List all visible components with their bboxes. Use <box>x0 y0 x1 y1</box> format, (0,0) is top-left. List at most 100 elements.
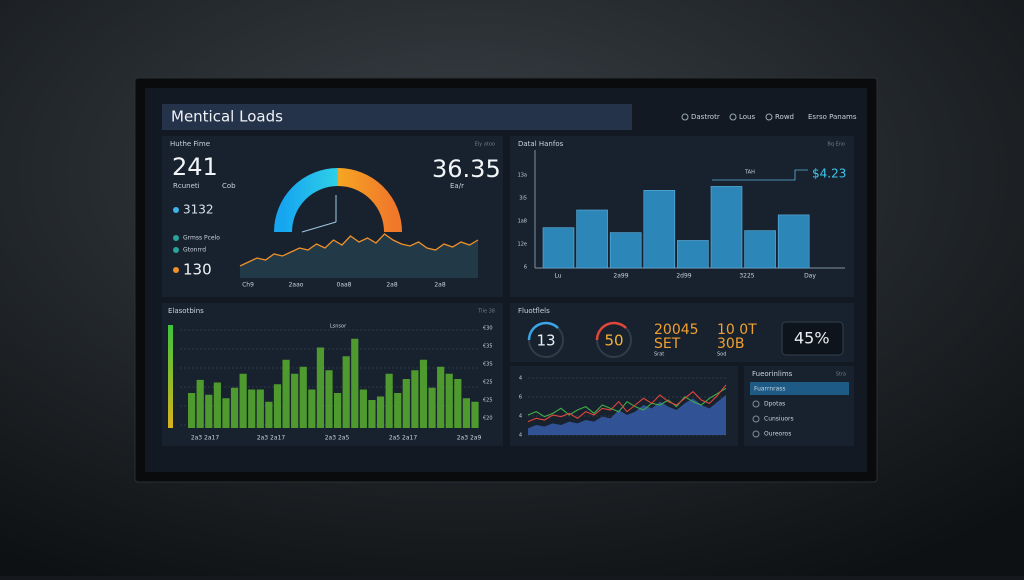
stat-note: Sod <box>717 352 726 358</box>
y-label: 1a8 <box>518 219 527 225</box>
y-label: 6 <box>519 395 522 401</box>
list-icon <box>752 430 760 438</box>
x-label: 2aao <box>289 282 304 289</box>
y-label: 12e <box>518 242 527 248</box>
x-label: 2a3 2a5 <box>325 435 350 442</box>
line-series <box>527 384 727 423</box>
bar <box>471 401 479 428</box>
bar <box>213 382 221 428</box>
bar <box>299 366 307 428</box>
bar <box>248 389 256 428</box>
gauge-needle <box>301 221 337 233</box>
level-bar <box>168 325 173 428</box>
bar <box>308 389 316 428</box>
kpi-label: Rcuneti <box>173 182 200 190</box>
y-label: 3i5 <box>519 196 527 202</box>
x-label: 2a8 <box>434 282 445 289</box>
nav-item: Dastrotr <box>691 113 720 121</box>
item-dot <box>173 267 179 273</box>
x-label: 2a3 2a17 <box>257 435 286 442</box>
kpi-value: 241 <box>172 153 218 181</box>
bar <box>677 240 709 269</box>
x-label: 2a5 2a17 <box>389 435 418 442</box>
y-label: €20 <box>483 416 493 422</box>
y-label: 4 <box>519 433 522 439</box>
list-icon <box>752 415 760 423</box>
bar <box>419 359 428 428</box>
panel <box>744 366 854 446</box>
bar <box>462 398 471 428</box>
area <box>240 234 478 278</box>
nav-icon <box>765 113 773 121</box>
bar <box>437 366 445 428</box>
bar <box>188 393 196 428</box>
bar <box>205 394 213 428</box>
item-label: Grmss Pcelo <box>183 235 220 242</box>
stat: SET <box>654 336 681 352</box>
percent: 45% <box>794 329 830 348</box>
bar <box>334 393 342 428</box>
kpi-unit: Cob <box>222 182 236 190</box>
bar <box>385 373 393 428</box>
item-dot <box>173 247 179 253</box>
bar <box>394 393 402 428</box>
bar <box>273 384 282 428</box>
item-dot <box>173 207 179 213</box>
stat: 20045 <box>654 322 699 338</box>
bar <box>576 209 608 269</box>
nav-item: Rowd <box>775 113 794 121</box>
nav-icon <box>681 113 689 121</box>
list-item: Oureoros <box>764 431 791 438</box>
bar <box>542 227 575 269</box>
x-label: Ch9 <box>242 282 254 289</box>
panel-title: Datal Hanfos <box>518 140 564 148</box>
nav-icon <box>729 113 737 121</box>
bar <box>222 398 230 428</box>
list-item: Cunsiuors <box>764 416 794 423</box>
bar <box>402 379 410 428</box>
kpi-label: Ea/r <box>450 182 464 190</box>
bar <box>282 359 290 428</box>
bar <box>643 190 676 269</box>
y-label: €25 <box>483 398 493 404</box>
bar <box>368 400 376 428</box>
stat: 30B <box>717 336 744 352</box>
bar <box>777 214 810 269</box>
ring-arc <box>527 321 559 341</box>
step-line <box>712 169 808 181</box>
bar <box>744 230 776 269</box>
bar <box>445 373 453 428</box>
bar <box>256 389 264 428</box>
list-item: Dpotas <box>764 401 785 408</box>
header-bar <box>162 104 632 130</box>
item-label: 130 <box>183 261 212 279</box>
bar <box>291 373 299 428</box>
bar <box>359 389 367 428</box>
item-label: Gtonrrd <box>183 247 206 254</box>
gauge-arc <box>274 168 402 233</box>
ring-arc <box>595 321 627 341</box>
panel-corner: Bq Eno <box>827 142 845 148</box>
stat: 10 0T <box>717 322 757 338</box>
bar <box>351 338 359 428</box>
y-label: 13a <box>518 173 527 179</box>
bar <box>316 347 325 428</box>
x-label: Day <box>804 273 816 280</box>
x-label: 2a8 <box>386 282 397 289</box>
bar <box>342 356 350 428</box>
x-label: 2a99 <box>613 273 628 280</box>
x-label: 0aa8 <box>337 282 352 289</box>
list-icon <box>752 400 760 408</box>
bar <box>265 401 273 428</box>
panel-title: Elasotbins <box>168 307 204 315</box>
y-label: 4 <box>519 414 522 420</box>
percent-box <box>781 321 844 356</box>
y-label: 4 <box>519 376 522 382</box>
x-label: Lu <box>554 273 561 280</box>
bar <box>454 379 462 428</box>
panel-title: Huthe Fime <box>170 140 210 148</box>
gauge-value: 50 <box>604 332 623 350</box>
y-label: €25 <box>483 380 493 386</box>
bar <box>325 370 333 428</box>
panel-title: Fluotflels <box>518 307 550 315</box>
